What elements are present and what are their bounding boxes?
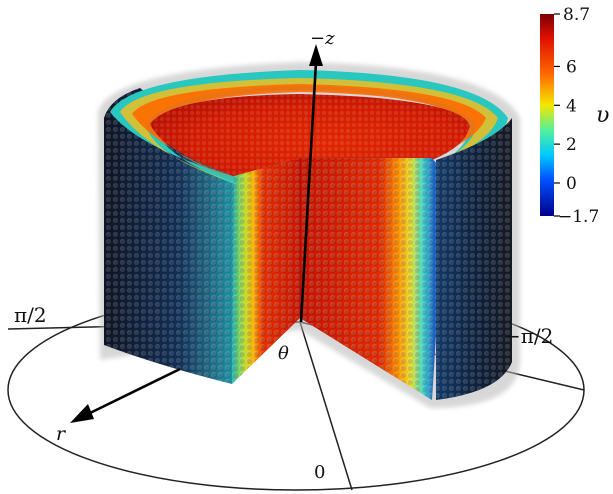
colorbar-min-label: −1.7	[558, 207, 599, 227]
colorbar-tick-label: 4	[566, 96, 577, 116]
angle-label-zero: 0	[314, 462, 325, 483]
z-axis-arrowhead	[309, 44, 323, 66]
particle-cylinder	[98, 62, 520, 408]
colorbar-tick-label: 0	[566, 174, 577, 194]
angle-label-pi-over-2: π/2	[14, 303, 47, 327]
ray-zero	[299, 321, 353, 491]
colorbar-variable-label: υ	[596, 103, 609, 128]
colorbar: 6 4 2 0 8.7 −1.7 υ	[540, 5, 609, 227]
r-axis-arrowhead	[70, 404, 94, 423]
angle-label-minus-pi-over-2: −π/2	[504, 324, 553, 348]
r-axis	[70, 367, 181, 423]
z-axis-label: −z	[310, 28, 335, 49]
r-axis-label: r	[56, 423, 67, 445]
z-axis	[299, 44, 323, 323]
colorbar-gradient	[540, 14, 554, 216]
colorbar-max-label: 8.7	[563, 5, 590, 25]
theta-label: θ	[278, 343, 289, 364]
colorbar-tick-label: 2	[566, 135, 577, 155]
colorbar-tick-label: 6	[566, 57, 577, 77]
